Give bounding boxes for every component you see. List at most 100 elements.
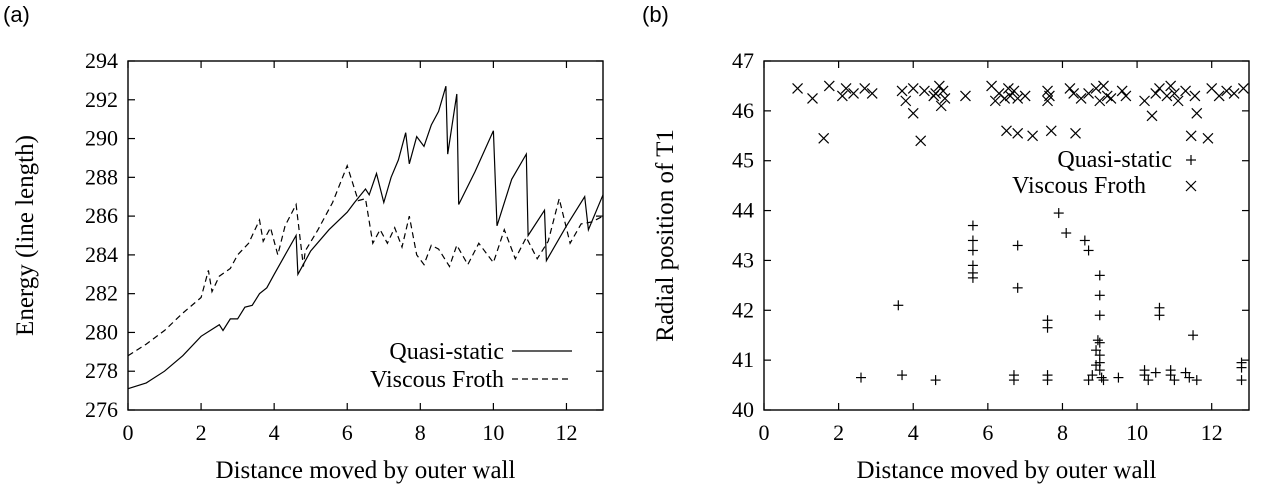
point-viscous-froth: [1172, 95, 1184, 107]
x-tick-label-b: 4: [908, 420, 919, 445]
point-viscous-froth: [1168, 87, 1180, 99]
point-quasi-static: [967, 235, 978, 246]
y-tick-label-a: 280: [85, 319, 118, 344]
point-quasi-static: [1061, 228, 1072, 239]
point-viscous-froth: [1120, 90, 1132, 102]
point-quasi-static: [1143, 375, 1154, 386]
point-quasi-static: [1042, 322, 1053, 333]
x-tick-label-a: 8: [415, 420, 426, 445]
point-viscous-froth: [823, 80, 835, 92]
y-tick-label-a: 276: [85, 397, 118, 422]
y-tick-label-a: 284: [85, 242, 118, 267]
point-quasi-static: [1083, 245, 1094, 256]
point-quasi-static: [967, 245, 978, 256]
point-viscous-froth: [1019, 90, 1031, 102]
y-tick-label-a: 282: [85, 281, 118, 306]
point-quasi-static: [1094, 270, 1105, 281]
y-tick-label-a: 286: [85, 203, 118, 228]
point-viscous-froth: [907, 107, 919, 119]
point-quasi-static: [1236, 375, 1247, 386]
plot-area-a: [127, 86, 604, 390]
point-viscous-froth: [1139, 95, 1150, 107]
point-viscous-froth: [1083, 87, 1095, 99]
chart-a: (a) 0 2 4 6 8 10 12 276 278 280 282 284 286 288 290 292…: [3, 2, 604, 484]
point-quasi-static: [1098, 375, 1109, 386]
series-line-quasi-static: [127, 86, 604, 390]
x-tick-label-a: 10: [482, 420, 504, 445]
point-viscous-froth: [807, 92, 818, 104]
point-viscous-froth: [933, 80, 945, 92]
point-quasi-static: [856, 372, 866, 383]
y-tick-label-b: 45: [732, 148, 754, 173]
point-viscous-froth: [1189, 90, 1201, 102]
point-quasi-static: [1042, 375, 1053, 386]
plot-frame-a: [127, 60, 604, 411]
point-viscous-froth: [1161, 90, 1173, 102]
x-tick-label-a: 6: [342, 420, 353, 445]
point-quasi-static: [1154, 310, 1165, 321]
x-tick-label-b: 0: [759, 420, 770, 445]
x-tick-label-b: 8: [1057, 420, 1068, 445]
x-tick-label-b: 6: [982, 420, 993, 445]
y-tick-label-b: 41: [732, 347, 754, 372]
point-viscous-froth: [1180, 85, 1192, 97]
point-viscous-froth: [1165, 80, 1177, 92]
y-tick-label-a: 278: [85, 358, 118, 383]
point-quasi-static: [1150, 367, 1161, 378]
y-tick-label-b: 40: [732, 397, 754, 422]
series-line-viscous-froth: [127, 163, 604, 357]
point-viscous-froth: [1070, 127, 1081, 139]
x-tick-label-a: 2: [196, 420, 207, 445]
point-quasi-static: [1096, 372, 1107, 383]
point-quasi-static: [1092, 335, 1103, 346]
x-tick-label-b: 12: [1201, 420, 1223, 445]
y-tick-label-b: 44: [732, 198, 754, 223]
y-tick-label-a: 292: [85, 87, 118, 112]
x-tick-label-a: 12: [555, 420, 577, 445]
y-tick-label-b: 43: [732, 247, 754, 272]
point-viscous-froth: [1098, 80, 1109, 92]
point-quasi-static: [930, 375, 941, 386]
point-viscous-froth: [1043, 90, 1055, 102]
point-quasi-static: [1184, 372, 1195, 383]
legend-label-quasi-static-b: Quasi-static: [1057, 147, 1172, 173]
x-axis-title-a: Distance moved by outer wall: [216, 457, 516, 484]
point-viscous-froth: [989, 95, 1001, 107]
point-viscous-froth: [1027, 130, 1039, 142]
point-viscous-froth: [1105, 92, 1117, 104]
x-tick-label-a: 4: [269, 420, 280, 445]
point-viscous-froth: [1090, 82, 1102, 94]
y-tick-label-a: 290: [85, 126, 118, 151]
point-viscous-froth: [1228, 87, 1240, 99]
y-axis-title-a: Energy (line length): [12, 135, 39, 336]
legend-label-viscous-froth-a: Viscous Froth: [370, 367, 504, 393]
point-viscous-froth: [907, 82, 919, 94]
point-quasi-static: [1188, 330, 1199, 341]
y-tick-label-b: 47: [732, 48, 754, 73]
point-viscous-froth: [836, 90, 848, 102]
point-viscous-froth: [866, 87, 878, 99]
point-quasi-static: [1008, 375, 1019, 386]
point-viscous-froth: [1004, 90, 1016, 102]
x-tick-label-b: 2: [833, 420, 844, 445]
point-viscous-froth: [1008, 85, 1020, 97]
y-axis-title-b: Radial position of T1: [652, 129, 679, 342]
point-viscous-froth: [1191, 107, 1203, 119]
point-quasi-static: [1094, 337, 1105, 348]
point-viscous-froth: [848, 87, 859, 99]
point-viscous-froth: [1150, 87, 1162, 99]
point-quasi-static: [1053, 208, 1064, 219]
point-quasi-static: [1012, 240, 1023, 251]
legend-marker-quasi-static-b: [1186, 155, 1196, 165]
y-tick-label-b: 46: [732, 98, 754, 123]
legend-b: Quasi-static Viscous Froth: [1012, 147, 1197, 199]
point-viscous-froth: [792, 82, 804, 94]
point-viscous-froth: [859, 82, 871, 94]
point-quasi-static: [1087, 370, 1098, 381]
y-tick-label-a: 288: [85, 164, 118, 189]
point-quasi-static: [1236, 362, 1247, 373]
point-quasi-static: [893, 300, 904, 311]
point-viscous-froth: [960, 90, 971, 102]
